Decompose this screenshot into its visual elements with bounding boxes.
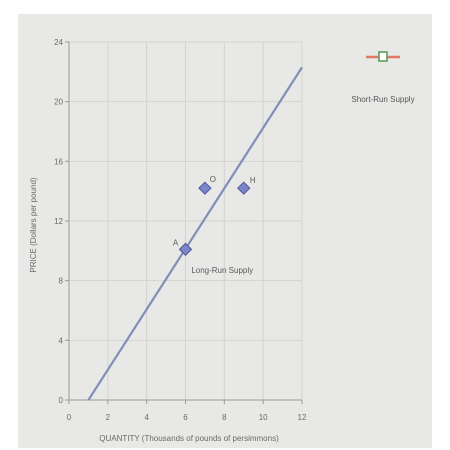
long-run-supply-label: Long-Run Supply — [191, 266, 253, 275]
y-ticks: 0 4 8 12 16 20 24 — [54, 38, 69, 405]
y-tick-label: 24 — [54, 38, 63, 47]
x-tick-label: 4 — [144, 413, 149, 422]
y-tick-label: 12 — [54, 217, 63, 226]
x-tick-label: 2 — [106, 413, 111, 422]
point-o-label: O — [210, 175, 216, 184]
x-tick-label: 6 — [183, 413, 188, 422]
legend-marker — [378, 51, 388, 62]
x-axis-title: QUANTITY (Thousands of pounds of persimm… — [99, 434, 279, 443]
grid — [68, 41, 303, 401]
y-tick-label: 20 — [54, 98, 63, 107]
series: Long-Run Supply — [87, 66, 303, 401]
x-tick-label: 12 — [298, 413, 307, 422]
point-a-marker — [178, 242, 193, 257]
y-tick-label: 8 — [59, 277, 64, 286]
x-tick-label: 8 — [222, 413, 227, 422]
chart-panel — [18, 14, 432, 448]
point-h-label: H — [250, 176, 256, 185]
y-tick-label: 0 — [59, 396, 64, 405]
x-tick-label: 0 — [67, 413, 72, 422]
point-a-label: A — [173, 238, 179, 247]
point-o-marker — [198, 181, 212, 195]
legend: Short-Run Supply — [351, 51, 415, 104]
long-run-supply-line — [87, 66, 303, 401]
x-tick-label: 10 — [259, 413, 268, 422]
y-tick-label: 4 — [59, 336, 64, 345]
legend-label: Short-Run Supply — [351, 95, 414, 104]
y-axis-title: PRICE (Dollars per pound) — [29, 177, 38, 272]
markers: A O H — [173, 175, 256, 257]
x-ticks: 0 2 4 6 8 10 12 — [67, 400, 307, 422]
point-h-marker — [237, 181, 251, 195]
y-tick-label: 16 — [54, 157, 63, 166]
